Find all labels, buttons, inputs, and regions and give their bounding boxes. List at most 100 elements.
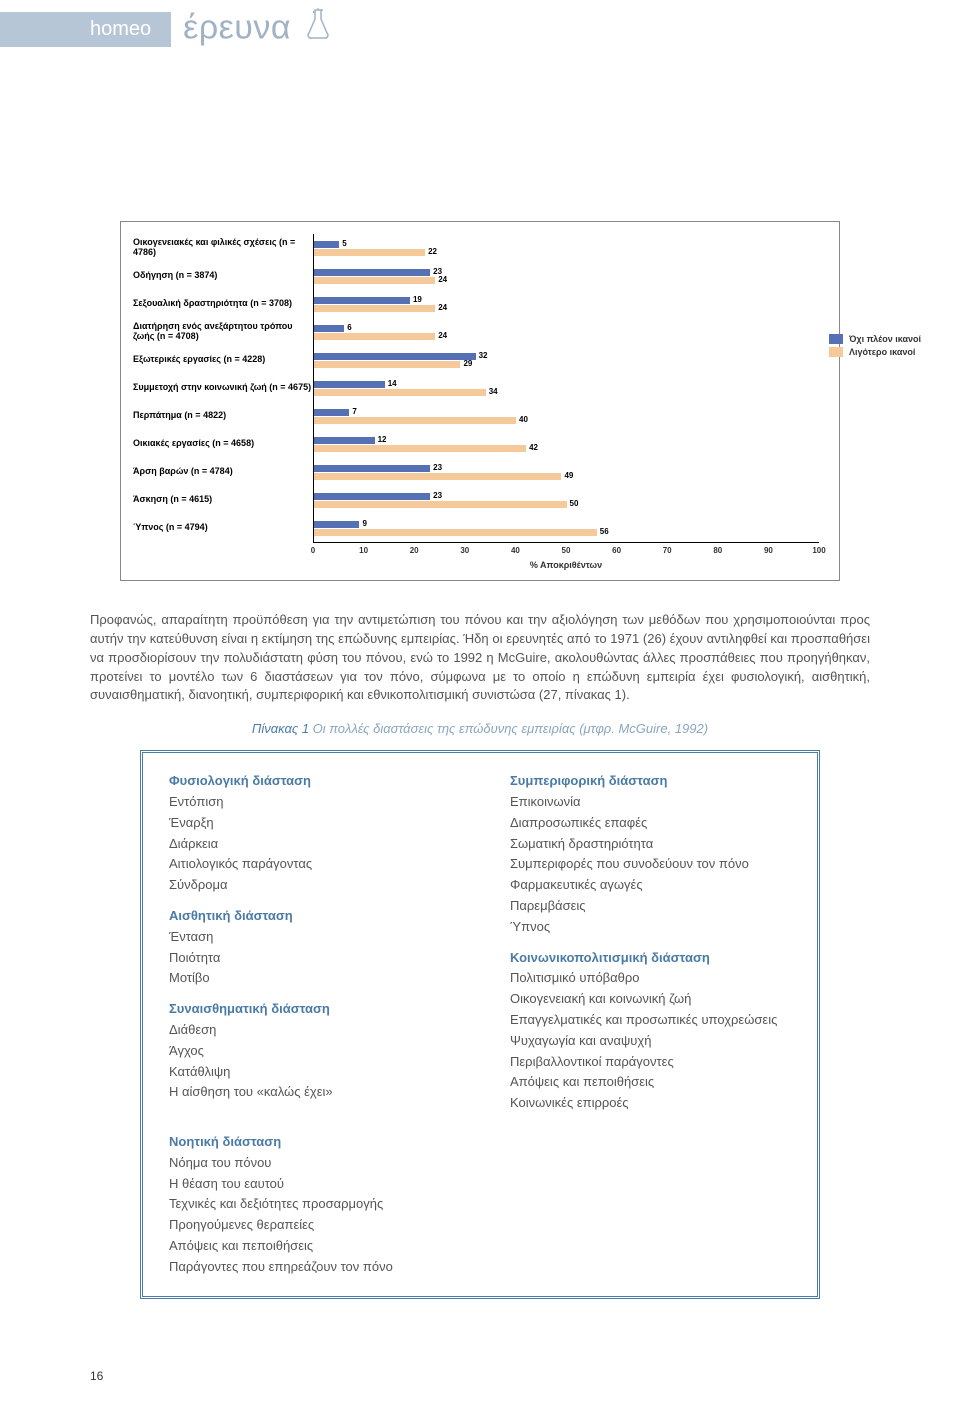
dimension-heading: Συμπεριφορική διάσταση xyxy=(510,771,791,792)
bar-value-label: 5 xyxy=(339,239,346,248)
caption-lead: Πίνακας 1 xyxy=(252,721,309,736)
x-tick: 0 xyxy=(311,546,315,555)
dimension-item: Οικογενειακή και κοινωνική ζωή xyxy=(510,989,791,1010)
dimension-heading: Φυσιολογική διάσταση xyxy=(169,771,450,792)
bar-value-label: 22 xyxy=(425,247,437,256)
chart-category-label: Σεξουαλική δραστηριότητα (n = 3708) xyxy=(133,290,313,318)
dimension-item: Ποιότητα xyxy=(169,948,450,969)
x-tick: 90 xyxy=(764,546,773,555)
chart-bar-row: 23 50 xyxy=(314,486,819,514)
chart-bar-row: 956 xyxy=(314,514,819,542)
bar-value-label: 7 xyxy=(349,407,356,416)
dimension-item: Αιτιολογικός παράγοντας xyxy=(169,854,450,875)
chart-bar-series2: 34 xyxy=(314,389,486,396)
legend-swatch xyxy=(829,334,843,344)
chart-bar-series2: 29 xyxy=(314,361,460,368)
x-tick: 30 xyxy=(460,546,469,555)
dimension-item: Εντόπιση xyxy=(169,792,450,813)
header-title: έρευνα xyxy=(183,8,331,51)
dimension-item: Απόψεις και πεποιθήσεις xyxy=(169,1236,791,1257)
bar-value-label: 24 xyxy=(435,275,447,284)
chart-bar-row: 7 40 xyxy=(314,402,819,430)
dimension-item: Η θέαση του εαυτού xyxy=(169,1174,791,1195)
bar-value-label: 23 xyxy=(430,491,442,500)
chart-x-label: % Αποκριθέντων xyxy=(313,560,819,570)
bar-value-label: 6 xyxy=(344,323,351,332)
chart-category-label: Άσκηση (n = 4615) xyxy=(133,486,313,514)
bar-value-label: 42 xyxy=(526,443,538,452)
dimension-item: Σύνδρομα xyxy=(169,875,450,896)
dimension-item: Κατάθλιψη xyxy=(169,1062,450,1083)
bar-value-label: 40 xyxy=(516,415,528,424)
chart-bar-series1: 23 xyxy=(314,493,430,500)
body-paragraph: Προφανώς, απαραίτητη προϋπόθεση για την … xyxy=(90,611,870,705)
bar-value-label: 14 xyxy=(385,379,397,388)
chart-bar-row: 5 22 xyxy=(314,234,819,262)
dimension-item: Περιβαλλοντικοί παράγοντες xyxy=(510,1052,791,1073)
x-tick: 40 xyxy=(511,546,520,555)
legend-item: Όχι πλέον ικανοί xyxy=(829,334,960,344)
caption-rest: Οι πολλές διαστάσεις της επώδυνης εμπειρ… xyxy=(309,721,708,736)
legend-swatch xyxy=(829,347,843,357)
chart-category-label: Οικιακές εργασίες (n = 4658) xyxy=(133,430,313,458)
dimension-item: Κοινωνικές επιρροές xyxy=(510,1093,791,1114)
chart-bar-row: 2324 xyxy=(314,262,819,290)
legend-label: Λιγότερο ικανοί xyxy=(849,347,915,357)
chart-area: Οικογενειακές και φιλικές σχέσεις (n = 4… xyxy=(133,234,819,542)
dimension-heading: Νοητική διάσταση xyxy=(169,1132,791,1153)
dimension-item: Επαγγελματικές και προσωπικές υποχρεώσει… xyxy=(510,1010,791,1031)
dimension-item: Διάρκεια xyxy=(169,834,450,855)
dimension-item: Σωματική δραστηριότητα xyxy=(510,834,791,855)
chart-container: Οικογενειακές και φιλικές σχέσεις (n = 4… xyxy=(120,221,840,581)
chart-category-label: Οικογενειακές και φιλικές σχέσεις (n = 4… xyxy=(133,234,313,262)
header-title-text: έρευνα xyxy=(183,8,291,46)
dimension-item: Συμπεριφορές που συνοδεύουν τον πόνο xyxy=(510,854,791,875)
bar-value-label: 49 xyxy=(561,471,573,480)
bar-value-label: 24 xyxy=(435,331,447,340)
bar-value-label: 9 xyxy=(359,519,366,528)
bar-value-label: 50 xyxy=(567,499,579,508)
dimension-item: Έναρξη xyxy=(169,813,450,834)
dimensions-col-1: Φυσιολογική διάστασηΕντόπισηΈναρξηΔιάρκε… xyxy=(169,771,450,1114)
legend-item: Λιγότερο ικανοί xyxy=(829,347,960,357)
chart-bar-series1: 9 xyxy=(314,521,359,528)
bar-value-label: 32 xyxy=(476,351,488,360)
x-tick: 20 xyxy=(410,546,419,555)
chart-bar-series2: 49 xyxy=(314,473,561,480)
bar-value-label: 23 xyxy=(430,463,442,472)
header-tab: homeo xyxy=(0,12,171,47)
bar-value-label: 56 xyxy=(597,527,609,536)
chart-category-label: Εξωτερικές εργασίες (n = 4228) xyxy=(133,346,313,374)
legend-label: Όχι πλέον ικανοί xyxy=(849,334,921,344)
chart-bar-series2: 56 xyxy=(314,529,597,536)
dimensions-table: Φυσιολογική διάστασηΕντόπισηΈναρξηΔιάρκε… xyxy=(140,750,820,1298)
dimension-item: Ένταση xyxy=(169,927,450,948)
chart-category-label: Ύπνος (n = 4794) xyxy=(133,514,313,542)
chart-bar-series1: 32 xyxy=(314,353,476,360)
chart-bars: 5222324192462432291434740124223492350956 xyxy=(313,234,819,542)
dimension-item: Φαρμακευτικές αγωγές xyxy=(510,875,791,896)
dimension-item: Νόημα του πόνου xyxy=(169,1153,791,1174)
page-header: homeo έρευνα xyxy=(0,0,960,71)
chart-bar-series1: 23 xyxy=(314,269,430,276)
chart-bar-series1: 12 xyxy=(314,437,375,444)
chart-bar-series1: 23 xyxy=(314,465,430,472)
dimension-heading: Συναισθηματική διάσταση xyxy=(169,999,450,1020)
dimension-item: Η αίσθηση του «καλώς έχει» xyxy=(169,1082,450,1103)
dimensions-col-2: Συμπεριφορική διάστασηΕπικοινωνίαΔιαπροσ… xyxy=(510,771,791,1114)
dimension-heading: Κοινωνικοπολιτισμική διάσταση xyxy=(510,948,791,969)
dimension-item: Τεχνικές και δεξιότητες προσαρμογής xyxy=(169,1194,791,1215)
chart-category-label: Οδήγηση (n = 3874) xyxy=(133,262,313,290)
dimension-item: Διαπροσωπικές επαφές xyxy=(510,813,791,834)
page-number: 16 xyxy=(0,1339,960,1403)
chart-bar-series1: 5 xyxy=(314,241,339,248)
bar-value-label: 29 xyxy=(460,359,472,368)
bar-value-label: 34 xyxy=(486,387,498,396)
chart-bar-row: 2349 xyxy=(314,458,819,486)
chart-bar-series2: 24 xyxy=(314,277,435,284)
flask-icon xyxy=(305,8,331,51)
dimension-item: Παράγοντες που επηρεάζουν τον πόνο xyxy=(169,1257,791,1278)
bar-value-label: 19 xyxy=(410,295,422,304)
chart-category-label: Περπάτημα (n = 4822) xyxy=(133,402,313,430)
x-tick: 80 xyxy=(713,546,722,555)
